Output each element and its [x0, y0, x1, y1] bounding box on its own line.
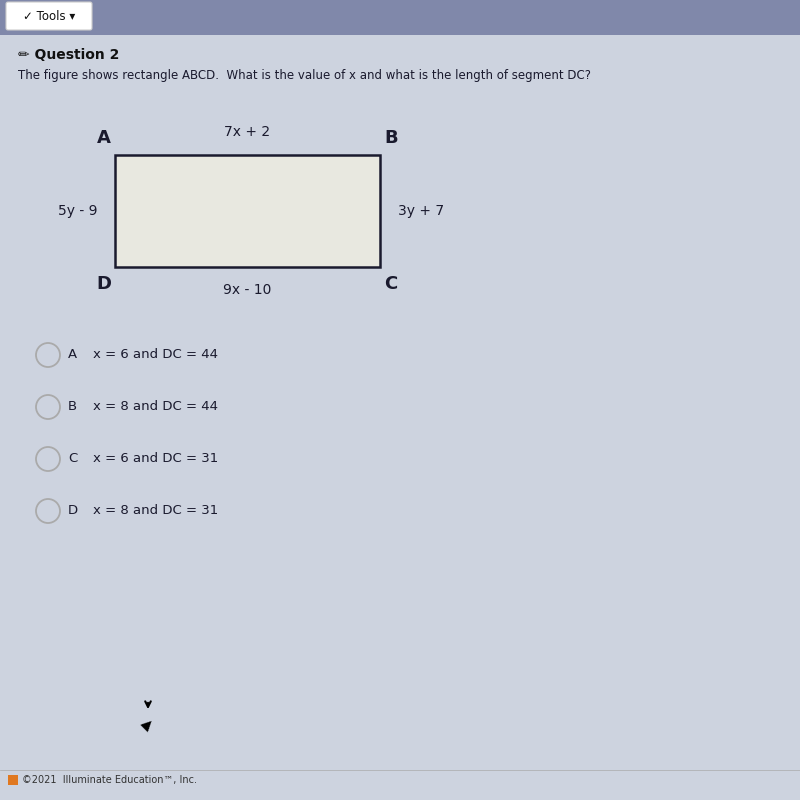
Text: B: B — [68, 401, 77, 414]
Text: 5y - 9: 5y - 9 — [58, 204, 97, 218]
Text: 3y + 7: 3y + 7 — [398, 204, 444, 218]
Text: C: C — [384, 275, 398, 293]
Text: ✓ Tools ▾: ✓ Tools ▾ — [23, 10, 75, 23]
Text: ▲: ▲ — [139, 715, 157, 733]
Bar — [8, 775, 18, 785]
Bar — [0, 0, 800, 35]
Text: x = 8 and DC = 31: x = 8 and DC = 31 — [93, 505, 218, 518]
Text: 9x - 10: 9x - 10 — [223, 283, 272, 297]
Text: B: B — [384, 129, 398, 147]
FancyBboxPatch shape — [6, 2, 92, 30]
Text: C: C — [68, 453, 78, 466]
Text: The figure shows rectangle ABCD.  What is the value of x and what is the length : The figure shows rectangle ABCD. What is… — [18, 69, 591, 82]
Text: x = 8 and DC = 44: x = 8 and DC = 44 — [93, 401, 218, 414]
Bar — [115, 155, 380, 267]
Text: ©2021  Illuminate Education™, Inc.: ©2021 Illuminate Education™, Inc. — [22, 775, 197, 785]
Text: A: A — [68, 349, 77, 362]
Text: D: D — [68, 505, 78, 518]
Text: D: D — [96, 275, 111, 293]
Text: x = 6 and DC = 31: x = 6 and DC = 31 — [93, 453, 218, 466]
Text: ✏ Question 2: ✏ Question 2 — [18, 48, 119, 62]
Text: x = 6 and DC = 44: x = 6 and DC = 44 — [93, 349, 218, 362]
Text: A: A — [97, 129, 111, 147]
Text: 7x + 2: 7x + 2 — [225, 125, 270, 139]
